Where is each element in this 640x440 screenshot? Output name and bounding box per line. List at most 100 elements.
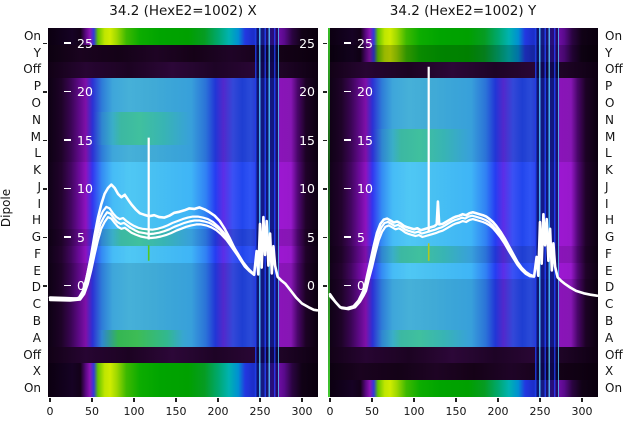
row-label: F [34, 246, 41, 261]
heatmap-row [328, 95, 598, 112]
x-tick-mark [91, 398, 93, 402]
tick-dash-icon [344, 187, 351, 190]
row-label: B [605, 314, 614, 329]
overlay-ytick-right: 15 [299, 132, 315, 148]
y-tick-mark [43, 139, 47, 142]
overlay-ytick-value: 10 [357, 181, 373, 196]
overlay-ytick-value: 0 [357, 278, 365, 293]
heatmap-row [48, 380, 318, 397]
heatmap-row [328, 279, 598, 297]
profile-line-profile-2 [48, 205, 256, 301]
x-tick-mark [371, 398, 373, 402]
overlay-ytick-left: 20 [344, 85, 373, 98]
y-tick-mark [43, 42, 47, 45]
y-tick-mark [323, 42, 327, 45]
tick-dash-icon [64, 42, 71, 44]
heatmap-row [328, 128, 598, 146]
tick-dash-icon [344, 139, 351, 141]
x-tick-label: 50 [85, 405, 99, 418]
heatmap-row [48, 78, 318, 96]
x-tick-label: 200 [487, 405, 509, 418]
heatmap-row [328, 296, 598, 314]
overlay-ytick-left: 25 [64, 37, 93, 50]
x-tick-mark [581, 398, 583, 402]
tick-dash-icon [64, 187, 71, 190]
row-label: On [23, 28, 41, 43]
y-tick-mark [43, 236, 47, 239]
row-label: On [23, 381, 41, 396]
tick-dash-icon [344, 90, 351, 93]
row-label: O [31, 95, 41, 110]
heatmap-row [48, 195, 318, 213]
heatmap-row [48, 279, 318, 297]
row-label: E [605, 263, 613, 278]
tick-dash-icon [64, 236, 71, 238]
heatmap-row [328, 245, 598, 263]
heatmap-row [328, 28, 598, 45]
x-tick-label: 100 [123, 405, 145, 418]
overlay-ytick-value: 20 [357, 84, 373, 99]
heatmap-row [328, 178, 598, 196]
heatmap-row [48, 44, 318, 62]
heatmap-row [328, 313, 598, 330]
overlay-ytick-left: 10 [64, 182, 93, 195]
row-label: H [605, 213, 615, 228]
overlay-ytick-left: 5 [344, 231, 365, 244]
x-tick-mark [455, 398, 457, 402]
overlay-ytick-right: 10 [299, 181, 315, 196]
heatmap-row [48, 262, 318, 280]
row-label: G [31, 230, 41, 245]
row-label: J [605, 179, 609, 194]
x-tick-mark [175, 398, 177, 402]
x-tick-label: 0 [326, 405, 334, 418]
overlay-ytick-value: 5 [77, 229, 85, 245]
row-label: Off [23, 62, 41, 77]
profile-line-profile-top [328, 200, 598, 310]
heatmap-row [48, 313, 318, 330]
row-label: On [605, 28, 623, 43]
heatmap-row [48, 61, 318, 79]
heatmap-row [48, 229, 318, 246]
x-tick-label: 150 [445, 405, 467, 418]
overlay-ytick-right: 25 [299, 35, 315, 51]
x-tick-mark [329, 398, 331, 402]
row-label: X [605, 364, 614, 379]
y-tick-mark [323, 188, 327, 190]
overlay-ytick-left: 5 [64, 231, 85, 244]
row-label: Y [33, 45, 41, 60]
x-tick-mark [539, 398, 541, 402]
x-tick-mark [413, 398, 415, 402]
row-label: N [605, 112, 614, 127]
heatmap-row [328, 346, 598, 364]
row-label: A [605, 330, 614, 345]
heatmap-row [328, 363, 598, 381]
overlay-ytick-value: 5 [357, 229, 365, 245]
x-tick-mark [217, 398, 219, 402]
row-labels-right: On Y Off P O N M L K J I H G F E D C B A Off X On [602, 0, 640, 440]
tick-dash-icon [344, 284, 351, 287]
overlay-ytick-value: 0 [77, 278, 85, 293]
x-tick-mark [49, 398, 51, 402]
row-labels-left: On Y Off P O N M L K J I H G F E D C B A Off X On [0, 0, 42, 440]
row-label: E [33, 263, 41, 278]
heatmap-row [48, 28, 318, 45]
heatmap-row [48, 128, 318, 146]
row-label: G [605, 230, 615, 245]
heatmap-panel-x: 25 25 20 20 15 15 10 10 5 5 0 0 [48, 28, 318, 397]
y-tick-mark [323, 285, 327, 287]
heatmap-row [328, 162, 598, 179]
row-label: P [605, 79, 613, 94]
x-tick-label: 0 [46, 405, 54, 418]
row-label: N [32, 112, 41, 127]
panel-title-x: 34.2 (HexE2=1002) X [109, 3, 257, 19]
row-label: Off [605, 347, 623, 362]
overlay-ytick-value: 15 [77, 132, 93, 148]
row-label: A [32, 330, 41, 345]
row-label: M [30, 129, 41, 144]
heatmap-panel-y: 25 20 15 10 5 0 [328, 28, 598, 397]
overlay-ytick-right: 20 [299, 84, 315, 99]
profile-curves [328, 66, 598, 311]
row-label: F [605, 246, 612, 261]
y-tick-mark [323, 236, 327, 239]
